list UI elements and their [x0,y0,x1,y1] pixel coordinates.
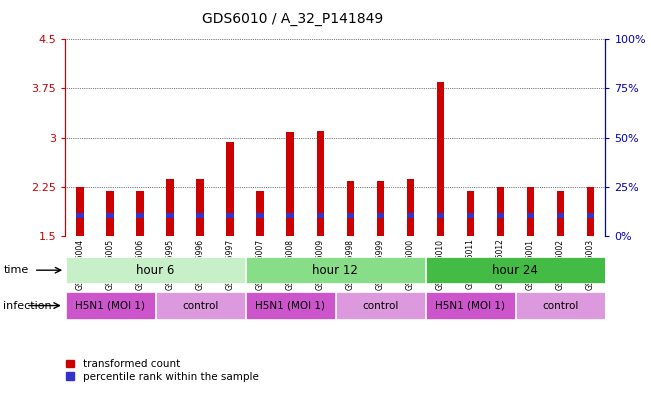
Text: control: control [362,301,398,310]
Bar [106,191,114,236]
Text: H5N1 (MOI 1): H5N1 (MOI 1) [436,301,505,310]
Text: control: control [182,301,218,310]
Bar [227,213,234,218]
Bar [256,191,264,236]
Bar [286,213,294,218]
Bar [467,191,474,236]
Bar [106,213,114,218]
Bar [197,179,204,236]
Text: hour 12: hour 12 [312,264,358,277]
FancyBboxPatch shape [156,292,245,319]
Bar [467,213,474,218]
FancyBboxPatch shape [66,257,245,283]
Bar [557,213,564,218]
Bar [76,213,84,218]
Bar [557,191,564,236]
Bar [346,213,354,218]
Bar [137,213,144,218]
FancyBboxPatch shape [426,257,605,283]
Bar [286,132,294,236]
FancyBboxPatch shape [66,292,154,319]
Bar [587,213,594,218]
Bar [376,213,384,218]
Bar [407,179,414,236]
FancyBboxPatch shape [426,292,515,319]
Text: hour 24: hour 24 [492,264,538,277]
Bar [346,182,354,236]
Bar [256,213,264,218]
Bar [407,213,414,218]
Text: time: time [3,265,29,275]
Bar [437,213,444,218]
FancyBboxPatch shape [246,292,335,319]
Text: infection: infection [3,301,52,310]
Text: hour 6: hour 6 [136,264,174,277]
Bar [76,187,84,236]
Bar [437,82,444,236]
Text: GDS6010 / A_32_P141849: GDS6010 / A_32_P141849 [202,12,383,26]
Bar [316,213,324,218]
Bar [497,213,504,218]
Bar [137,191,144,236]
Bar [527,213,534,218]
Legend: transformed count, percentile rank within the sample: transformed count, percentile rank withi… [64,357,260,384]
Text: H5N1 (MOI 1): H5N1 (MOI 1) [255,301,326,310]
Text: control: control [542,301,579,310]
Bar [527,187,534,236]
Bar [197,213,204,218]
Text: H5N1 (MOI 1): H5N1 (MOI 1) [75,301,145,310]
FancyBboxPatch shape [336,292,424,319]
Bar [316,131,324,236]
Bar [227,142,234,236]
Bar [376,182,384,236]
FancyBboxPatch shape [516,292,605,319]
Bar [167,213,174,218]
Bar [587,187,594,236]
Bar [497,187,504,236]
FancyBboxPatch shape [246,257,424,283]
Bar [167,179,174,236]
